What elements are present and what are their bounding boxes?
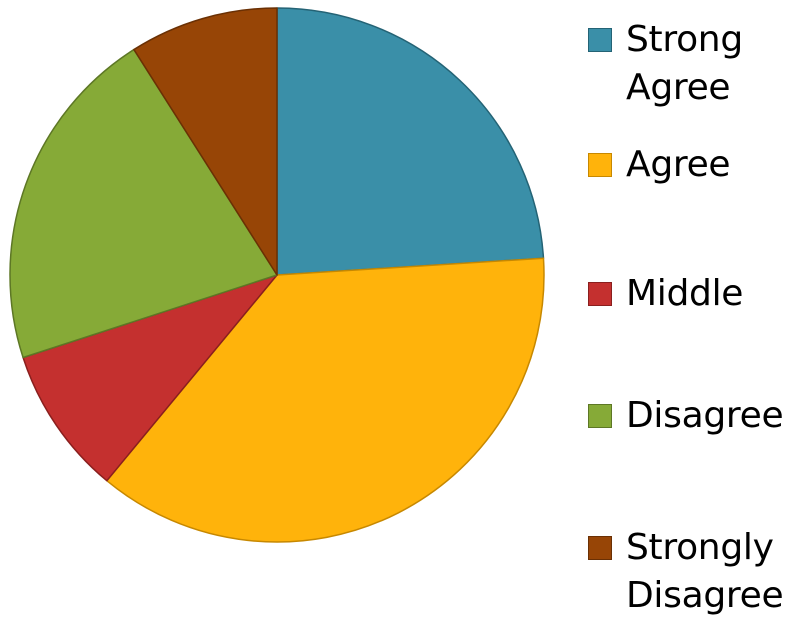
pie-slice-strong-agree (276, 7, 545, 276)
legend-swatch (588, 28, 612, 52)
legend-label: Middle (626, 273, 744, 314)
legend-swatch (588, 404, 612, 428)
legend-label: Disagree (626, 395, 784, 436)
pie-slice-middle (22, 274, 278, 482)
legend-label: Agree (626, 144, 731, 185)
pie-slice-disagree (9, 48, 278, 359)
pie-slice-agree (106, 257, 545, 543)
legend-label: Strongly Disagree (626, 527, 784, 616)
pie-slice-strongly-disagree (133, 7, 278, 276)
legend-swatch (588, 536, 612, 560)
legend-label: Strong Agree (626, 19, 743, 108)
legend-swatch (588, 282, 612, 306)
legend-swatch (588, 153, 612, 177)
